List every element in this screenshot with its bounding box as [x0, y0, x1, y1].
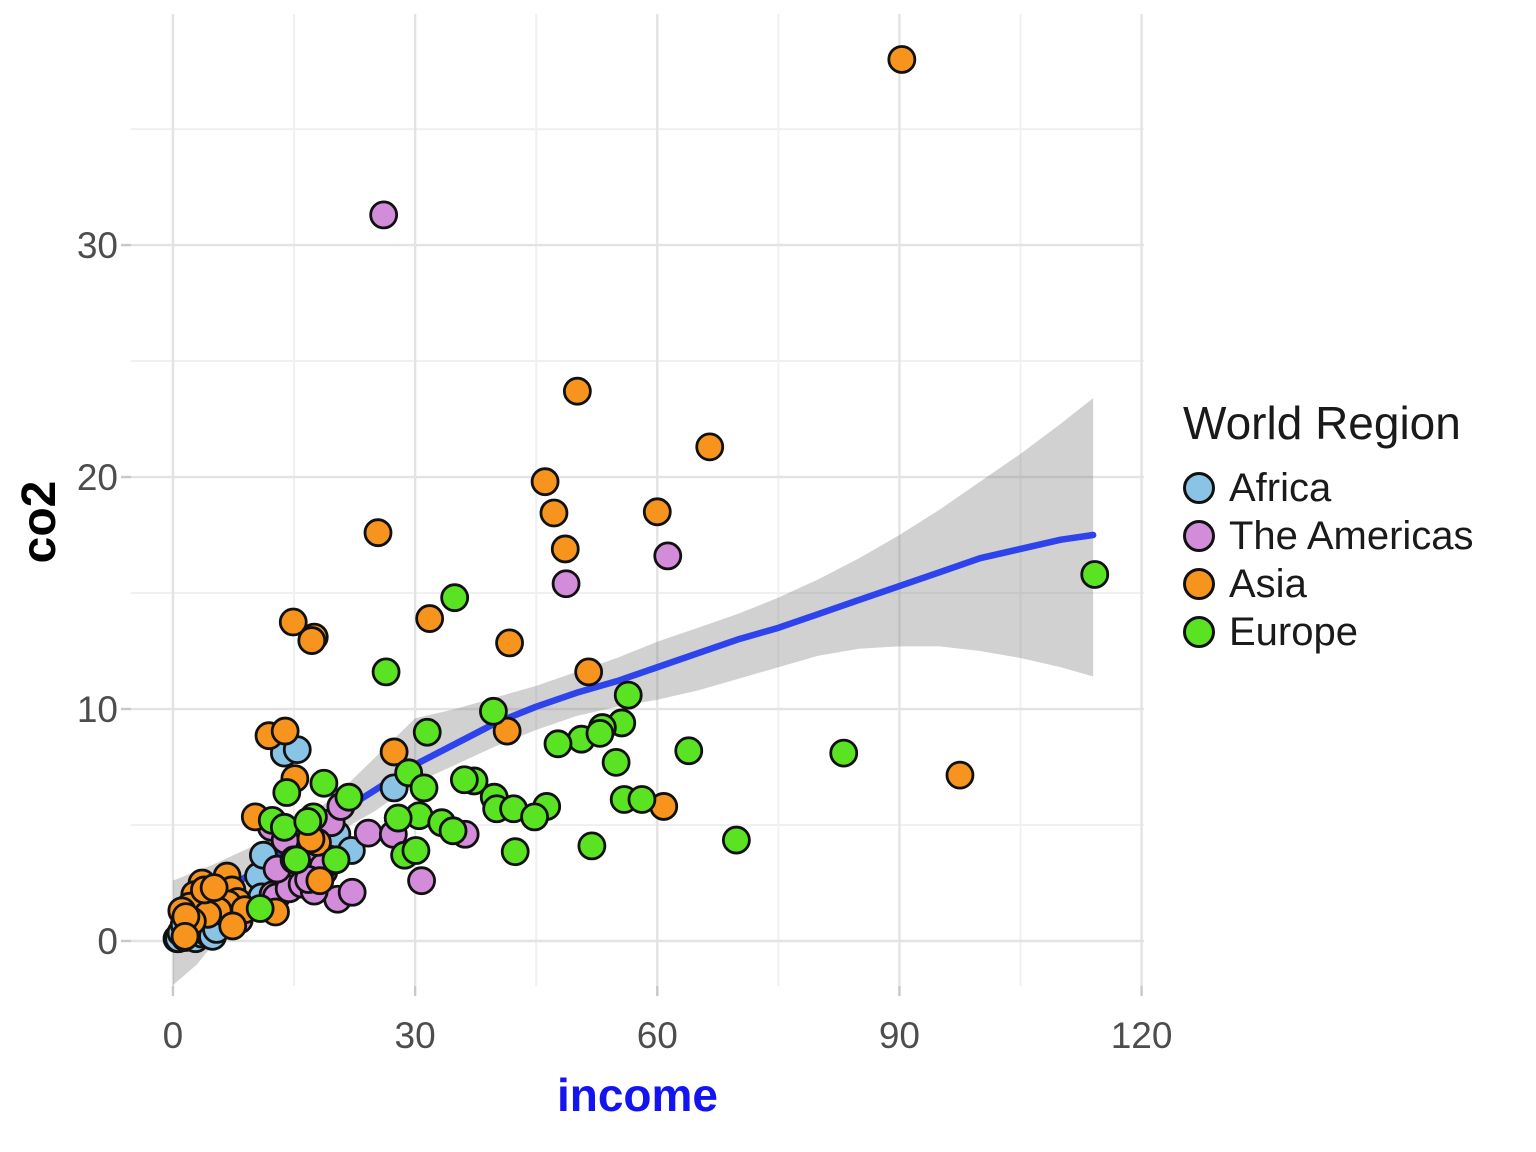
- axis-ticks: [121, 243, 1143, 996]
- data-point: [409, 773, 439, 803]
- axis-tick-labels: 0 30 60 90 120 0 10 20 30: [77, 225, 1173, 1056]
- legend-key-circle-icon: [1183, 520, 1215, 552]
- data-point: [543, 729, 573, 759]
- data-point: [278, 607, 308, 637]
- data-point: [438, 816, 468, 846]
- data-point: [321, 845, 351, 875]
- data-point: [407, 866, 436, 896]
- x-axis-title: income: [556, 1069, 719, 1121]
- data-point: [337, 877, 367, 907]
- data-point: [585, 718, 615, 748]
- x-tick-label: 120: [1111, 1015, 1173, 1056]
- data-point: [379, 737, 409, 767]
- data-point: [695, 432, 725, 462]
- y-tick-label: 30: [77, 225, 118, 266]
- data-point: [539, 498, 569, 528]
- data-point: [269, 812, 299, 842]
- x-tick-label: 60: [637, 1015, 678, 1056]
- data-point: [383, 803, 413, 833]
- data-point: [627, 785, 657, 814]
- legend-item-europe: Europe: [1183, 608, 1535, 656]
- data-point: [613, 680, 643, 710]
- x-tick-label: 30: [395, 1015, 436, 1056]
- legend-label: Europe: [1229, 609, 1358, 654]
- data-point: [495, 628, 524, 658]
- data-point: [887, 45, 917, 74]
- data-point: [401, 836, 431, 865]
- y-axis-title: co2: [13, 480, 66, 564]
- data-point: [574, 657, 604, 687]
- legend-label: Africa: [1229, 465, 1332, 510]
- y-tick-label: 0: [97, 921, 118, 962]
- data-point: [829, 738, 859, 768]
- data-point: [363, 518, 393, 548]
- y-tick-label: 20: [77, 457, 118, 498]
- data-point: [218, 911, 248, 941]
- data-point: [199, 873, 229, 903]
- data-point: [309, 768, 339, 798]
- legend-item-asia: Asia: [1183, 560, 1535, 608]
- data-point: [412, 717, 442, 747]
- legend-key-circle-icon: [1183, 616, 1215, 648]
- data-point: [492, 716, 522, 746]
- data-point: [272, 778, 302, 807]
- data-point: [721, 825, 751, 855]
- data-point: [245, 894, 275, 923]
- data-point: [270, 716, 300, 746]
- legend-item-africa: Africa: [1183, 464, 1535, 512]
- data-point: [305, 866, 335, 896]
- data-point: [415, 604, 445, 633]
- x-tick-label: 90: [879, 1015, 920, 1056]
- legend-key-circle-icon: [1183, 568, 1215, 600]
- data-point: [297, 626, 327, 655]
- y-tick-label: 10: [77, 689, 118, 730]
- data-point: [520, 802, 549, 832]
- data-point: [551, 569, 581, 599]
- data-point: [653, 541, 683, 571]
- data-point: [550, 534, 580, 564]
- legend: World Region Africa The Americas Asia Europ…: [1183, 396, 1535, 656]
- data-point: [282, 845, 311, 875]
- data-point: [500, 837, 530, 867]
- data-point: [642, 497, 672, 527]
- data-point: [577, 831, 607, 861]
- data-point: [449, 765, 479, 795]
- series-europe: [245, 560, 1110, 923]
- legend-item-the-americas: The Americas: [1183, 512, 1535, 560]
- data-point: [945, 760, 975, 790]
- series-asia: [167, 45, 975, 951]
- legend-title: World Region: [1183, 397, 1461, 449]
- data-point: [334, 782, 364, 812]
- data-point: [170, 921, 200, 951]
- data-point: [293, 807, 323, 836]
- data-point: [1080, 560, 1110, 589]
- data-point: [353, 818, 383, 848]
- data-point: [530, 467, 560, 497]
- legend-label: Asia: [1229, 561, 1307, 606]
- data-point: [601, 747, 631, 777]
- legend-items: Africa The Americas Asia Europe: [1183, 464, 1535, 656]
- legend-label: The Americas: [1229, 513, 1474, 558]
- data-point: [479, 696, 508, 726]
- legend-key-circle-icon: [1183, 472, 1215, 504]
- data-point: [371, 657, 401, 687]
- data-point: [674, 736, 704, 766]
- data-point: [440, 583, 470, 613]
- data-point: [369, 200, 399, 230]
- data-point: [562, 376, 592, 406]
- x-tick-label: 0: [163, 1015, 184, 1056]
